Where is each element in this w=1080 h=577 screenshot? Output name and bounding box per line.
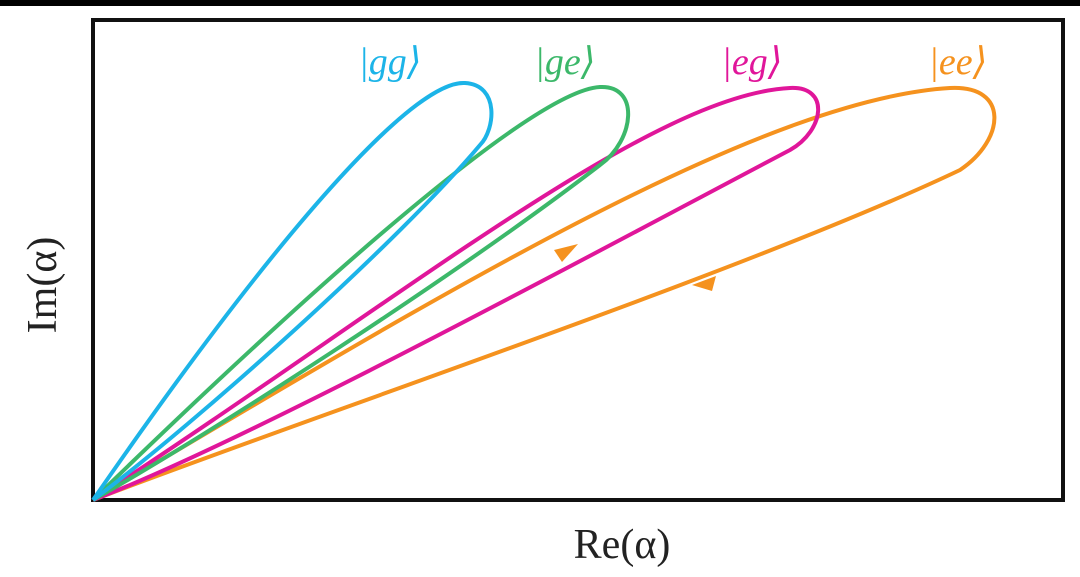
plot-frame [91,18,1065,502]
top-bar [0,0,1080,6]
loop-eg [91,85,821,502]
loop-label: |ee⟩ [928,41,987,83]
loop-label: |ge⟩ [534,41,595,83]
arrow-down [692,276,716,291]
loop-ee [91,85,997,502]
arrow-up [554,244,578,262]
y-axis-label: Im(α) [20,237,66,334]
loop-label: |gg⟩ [358,41,421,83]
loop-gg [91,80,494,502]
loop-ge [91,84,631,502]
loop-label: |eg⟩ [721,41,782,83]
x-axis-label: Re(α) [574,522,671,568]
